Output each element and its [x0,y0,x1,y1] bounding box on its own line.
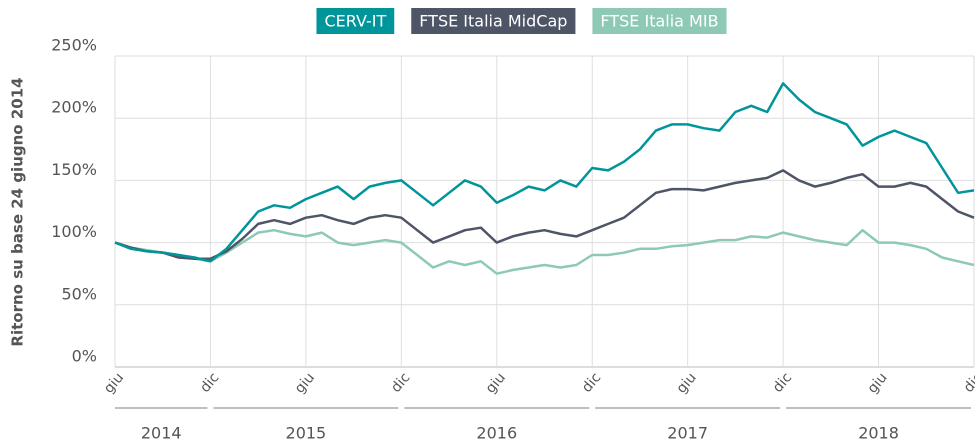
y-tick-label: 50% [61,284,97,303]
y-axis-label: Ritorno su base 24 giugno 2014 [9,77,27,346]
series-line [114,228,975,275]
y-tick-label: 200% [51,98,97,117]
year-label: 2017 [667,424,708,443]
x-tick-label: giu [483,370,509,397]
series-line [114,169,975,261]
legend-swatch [592,8,727,34]
legend: CERV-IT FTSE Italia MidCap FTSE Italia MIB [316,8,727,34]
x-tick-label: giu [292,370,318,397]
year-label: 2016 [476,424,517,443]
y-tick-label: 150% [51,160,97,179]
legend-label: CERV-IT [324,12,386,31]
legend-label: FTSE Italia MidCap [419,12,567,31]
x-tick-label: dic [388,370,413,396]
x-tick-label: dic [961,370,975,396]
y-tick-label: 250% [51,36,97,55]
legend-label: FTSE Italia MIB [600,12,718,31]
y-tick-label: 100% [51,222,97,241]
x-tick-label: dic [197,370,222,396]
year-label: 2014 [141,424,182,443]
legend-swatch [316,8,395,34]
series-line [114,82,975,263]
x-tick-label: giu [865,370,891,397]
legend-swatch [411,8,576,34]
x-tick-label: dic [579,370,604,396]
x-tick-label: dic [770,370,795,396]
x-tick-label: giu [674,370,700,397]
x-tick-label: giu [101,370,127,397]
year-label: 2015 [286,424,327,443]
year-label: 2018 [858,424,899,443]
y-tick-label: 0% [72,347,97,366]
